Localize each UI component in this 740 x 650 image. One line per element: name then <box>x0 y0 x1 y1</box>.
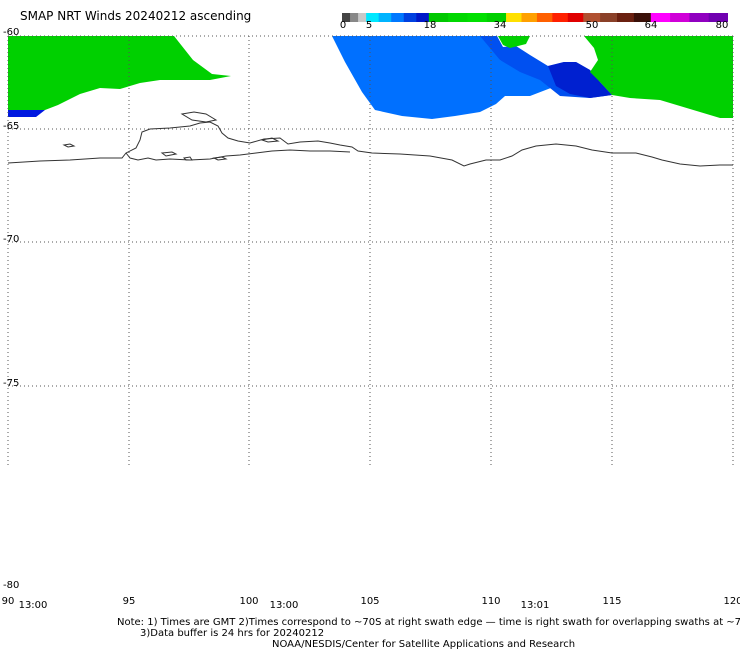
colorbar-label-0: 0 <box>339 20 347 31</box>
colorbar-swatch <box>448 13 468 22</box>
lon-label-90: 90 <box>1 596 15 607</box>
note-line-2: 3)Data buffer is 24 hrs for 20240212 <box>140 628 325 639</box>
lat-label-65: -65 <box>3 121 20 132</box>
colorbar-label-80: 80 <box>715 20 729 31</box>
time-label-1: 13:00 <box>18 600 48 611</box>
lon-label-115: 115 <box>602 596 622 607</box>
lat-label-70: -70 <box>3 234 20 245</box>
lon-label-100: 100 <box>239 596 259 607</box>
colorbar-swatch <box>536 13 553 22</box>
colorbar-swatch <box>467 13 488 22</box>
colorbar-swatch <box>617 13 635 22</box>
colorbar-swatch <box>633 13 652 22</box>
colorbar-label-18: 18 <box>423 20 437 31</box>
coastline <box>7 111 733 167</box>
note-line-3: NOAA/NESDIS/Center for Satellite Applica… <box>272 639 576 650</box>
colorbar-swatch <box>506 13 522 22</box>
island-6 <box>260 137 280 143</box>
lon-label-120: 120 <box>723 596 740 607</box>
lat-label-60: -60 <box>3 27 20 38</box>
wind-swath-center-deep <box>548 62 612 98</box>
colorbar-swatch <box>366 13 380 22</box>
lat-label-75: -75 <box>3 378 20 389</box>
colorbar-swatch <box>342 13 351 22</box>
coastline-lower <box>125 149 351 161</box>
colorbar-swatch <box>521 13 538 22</box>
island-4 <box>182 156 193 161</box>
island-1 <box>62 143 76 148</box>
time-label-3: 13:01 <box>520 600 550 611</box>
lon-label-105: 105 <box>360 596 380 607</box>
colorbar <box>342 7 729 22</box>
colorbar-swatch <box>552 13 569 22</box>
wind-swath-center-green <box>498 36 530 48</box>
coastline-main <box>7 121 733 167</box>
colorbar-swatch <box>403 13 417 22</box>
island-2 <box>180 111 218 123</box>
wind-swath-left-green <box>8 36 231 110</box>
colorbar-swatches <box>342 13 729 22</box>
colorbar-swatch <box>350 13 359 22</box>
wind-swaths <box>8 36 733 119</box>
colorbar-swatch <box>358 13 367 22</box>
colorbar-swatch <box>416 13 430 22</box>
wind-swath-center-light <box>332 36 556 119</box>
wind-swath-right-green <box>584 36 733 118</box>
colorbar-swatch <box>583 13 601 22</box>
colorbar-swatch <box>689 13 710 22</box>
colorbar-label-5: 5 <box>365 20 373 31</box>
grid-lines <box>7 35 734 465</box>
colorbar-swatch <box>428 13 449 22</box>
lon-label-95: 95 <box>122 596 136 607</box>
colorbar-swatch <box>708 13 729 22</box>
colorbar-swatch <box>600 13 618 22</box>
island-3 <box>160 151 178 157</box>
colorbar-label-50: 50 <box>585 20 599 31</box>
colorbar-swatch <box>378 13 392 22</box>
colorbar-label-64: 64 <box>644 20 658 31</box>
time-label-2: 13:00 <box>269 600 299 611</box>
map-title: SMAP NRT Winds 20240212 ascending <box>20 9 252 23</box>
colorbar-swatch <box>391 13 405 22</box>
lat-label-80: -80 <box>3 580 20 591</box>
colorbar-label-34: 34 <box>493 20 507 31</box>
colorbar-swatch <box>567 13 584 22</box>
colorbar-swatch <box>486 13 507 22</box>
note-line-1: Note: 1) Times are GMT 2)Times correspon… <box>117 617 740 628</box>
island-5 <box>212 156 228 161</box>
wind-swath-left-blue <box>8 110 45 117</box>
colorbar-swatch <box>650 13 671 22</box>
lon-label-110: 110 <box>481 596 501 607</box>
colorbar-swatch <box>670 13 690 22</box>
